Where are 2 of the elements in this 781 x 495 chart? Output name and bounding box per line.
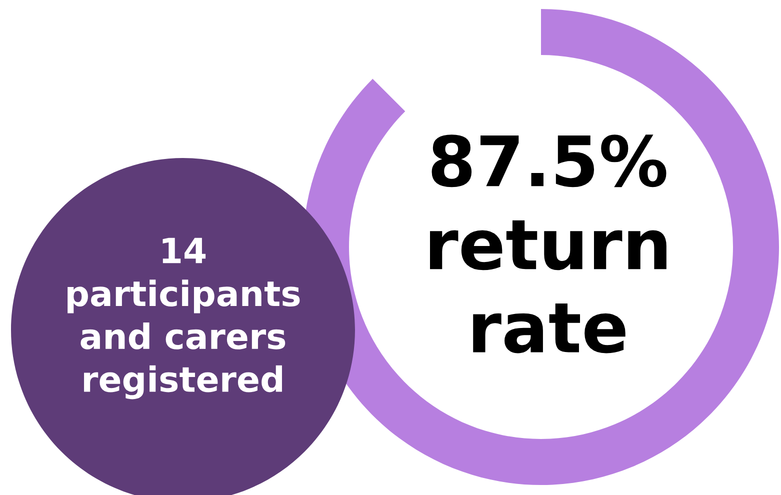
text: 14 participants and carers registered <box>68 238 300 400</box>
text: 87.5% return rate <box>430 134 666 354</box>
